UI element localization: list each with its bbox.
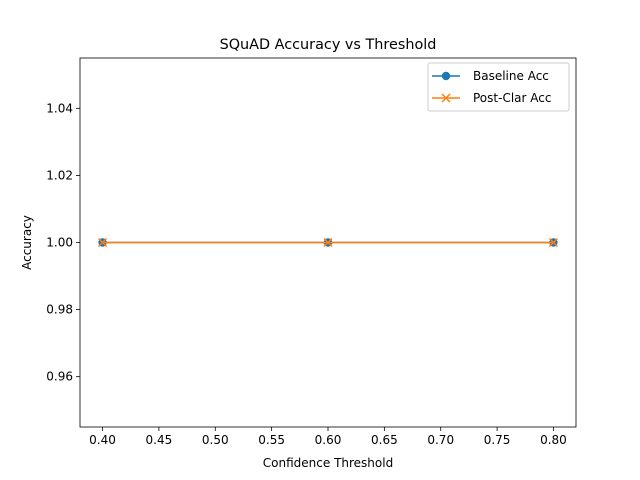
x-tick-label: 0.50 (202, 433, 229, 447)
x-tick-label: 0.40 (89, 433, 116, 447)
y-tick-label: 0.96 (46, 370, 73, 384)
x-tick-label: 0.65 (371, 433, 398, 447)
x-tick-label: 0.80 (540, 433, 567, 447)
x-axis-label: Confidence Threshold (263, 456, 393, 470)
y-axis-label: Accuracy (20, 215, 34, 270)
x-tick-label: 0.70 (427, 433, 454, 447)
x-tick-label: 0.55 (258, 433, 285, 447)
legend-marker-baseline (441, 71, 451, 81)
y-axis-ticks: 0.96 0.98 1.00 1.02 1.04 (46, 101, 80, 384)
legend-label-postclar: Post-Clar Acc (473, 91, 551, 105)
y-tick-label: 0.98 (46, 303, 73, 317)
y-tick-label: 1.02 (46, 168, 73, 182)
x-tick-label: 0.45 (146, 433, 173, 447)
y-tick-label: 1.04 (46, 101, 73, 115)
legend-label-baseline: Baseline Acc (473, 69, 549, 83)
x-tick-label: 0.75 (484, 433, 511, 447)
series-layer (98, 237, 558, 248)
legend-marker-postclar (441, 93, 451, 103)
data-point-1 (98, 237, 108, 248)
legend: Baseline Acc Post-Clar Acc (427, 62, 570, 112)
chart-title: SQuAD Accuracy vs Threshold (220, 37, 437, 53)
data-point-1 (548, 237, 558, 248)
x-axis-ticks: 0.40 0.45 0.50 0.55 0.60 0.65 0.70 0.75 0.80 (89, 427, 567, 447)
data-point-1 (323, 237, 333, 248)
x-tick-label: 0.60 (315, 433, 342, 447)
legend-frame (427, 62, 570, 112)
y-tick-label: 1.00 (46, 236, 73, 250)
